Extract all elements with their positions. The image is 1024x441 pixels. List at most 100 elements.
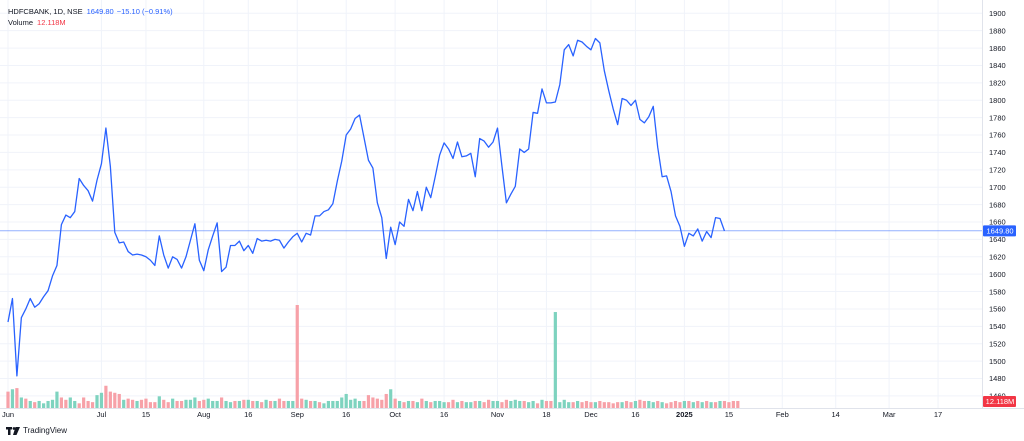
volume-bar [544,400,549,408]
volume-bar [656,400,660,408]
volume-bar [411,400,415,408]
volume-bar [624,400,629,408]
volume-bar [42,403,46,408]
volume-bar [46,400,50,408]
volume-bar [705,400,709,408]
tradingview-logo[interactable]: TradingView [6,426,67,435]
y-tick-label: 1860 [989,44,1006,53]
volume-bar [291,400,295,408]
volume-bar [313,400,317,408]
volume-bar [593,402,597,408]
volume-bar [464,402,468,408]
volume-bar [282,400,286,408]
x-tick-label: 14 [832,410,840,419]
volume-bar [64,399,68,408]
legend-price-row: HDFCBANK, 1D, NSE 1649.80 −15.10 (−0.91%) [8,6,173,17]
volume-bar [700,402,704,408]
x-tick-label: 15 [142,410,150,419]
volume-bar [709,402,713,408]
y-tick-label: 1660 [989,218,1006,227]
volume-bar [220,397,224,408]
volume-bar [366,395,371,408]
volume-bar [616,402,620,408]
volume-bar [193,397,197,408]
volume-bar [736,400,740,408]
volume-bar [482,402,486,408]
y-tick-label: 1780 [989,113,1006,122]
volume-bar [95,395,99,408]
x-tick-label: Jun [2,410,14,419]
volume-bar [562,399,566,408]
volume-bar [420,398,424,408]
volume-bar [629,402,633,408]
x-tick-label: 16 [631,410,639,419]
volume-bar [317,402,322,408]
volume-bar [727,402,731,408]
volume-bar [357,400,362,408]
symbol-label[interactable]: HDFCBANK, 1D, NSE [8,7,83,16]
last-price-value: 1649.80 [986,226,1013,235]
volume-bar [242,399,246,408]
volume-bar [335,400,339,408]
y-tick-label: 1600 [989,270,1006,279]
volume-bars [6,305,740,408]
volume-bar [153,402,157,408]
volume-bar [633,400,638,408]
volume-bar [687,400,691,408]
tradingview-icon [6,426,20,435]
price-change: −15.10 (−0.91%) [116,7,173,16]
volume-bar [86,400,90,408]
y-tick-label: 1720 [989,166,1006,175]
volume-bar [455,402,460,408]
x-tick-label: 2025 [676,410,693,419]
volume-bar [224,400,228,408]
volume-bar [251,400,255,408]
volume-bar [211,400,215,408]
volume-bar [255,400,259,408]
volume-bar [77,403,81,408]
volume-bar [691,402,695,408]
volume-bar [117,393,121,408]
volume-bar [469,402,473,408]
volume-bar [139,399,144,408]
volume-bar [37,400,41,408]
x-tick-label: 18 [542,410,550,419]
volume-bar [144,398,148,408]
volume-bar [696,400,700,408]
volume-bar [402,402,406,408]
volume-bar [446,402,451,408]
volume-bar [718,400,722,408]
volume-bar [166,402,170,408]
y-tick-label: 1900 [989,9,1006,18]
y-tick-label: 1700 [989,183,1006,192]
volume-bar [19,397,23,408]
volume-bar [59,397,63,408]
volume-bar [518,400,522,408]
x-tick-label: Jul [97,410,107,419]
volume-bar [660,402,664,408]
volume-bar [495,400,500,408]
y-axis-ticks: 1460148015001520154015601580160016201640… [989,9,1006,401]
volume-bar [584,400,589,408]
y-tick-label: 1480 [989,374,1006,383]
y-tick-label: 1760 [989,131,1006,140]
volume-bar [73,400,77,408]
volume-bar [389,389,393,408]
volume-bar [55,391,59,408]
x-tick-label: 15 [725,410,733,419]
volume-bar [326,400,330,408]
volume-bar [122,399,126,408]
volume-label[interactable]: Volume [8,18,34,27]
volume-bar [246,399,250,408]
x-tick-label: Nov [491,410,505,419]
volume-bar [228,402,233,408]
volume-bar [126,398,130,408]
volume-bar [340,397,344,408]
volume-tag-value: 12.118M [986,397,1015,406]
volume-bar [460,400,464,408]
volume-bar [607,402,611,408]
volume-bar [611,403,615,408]
volume-bar [353,398,357,408]
volume-bar [15,388,19,408]
